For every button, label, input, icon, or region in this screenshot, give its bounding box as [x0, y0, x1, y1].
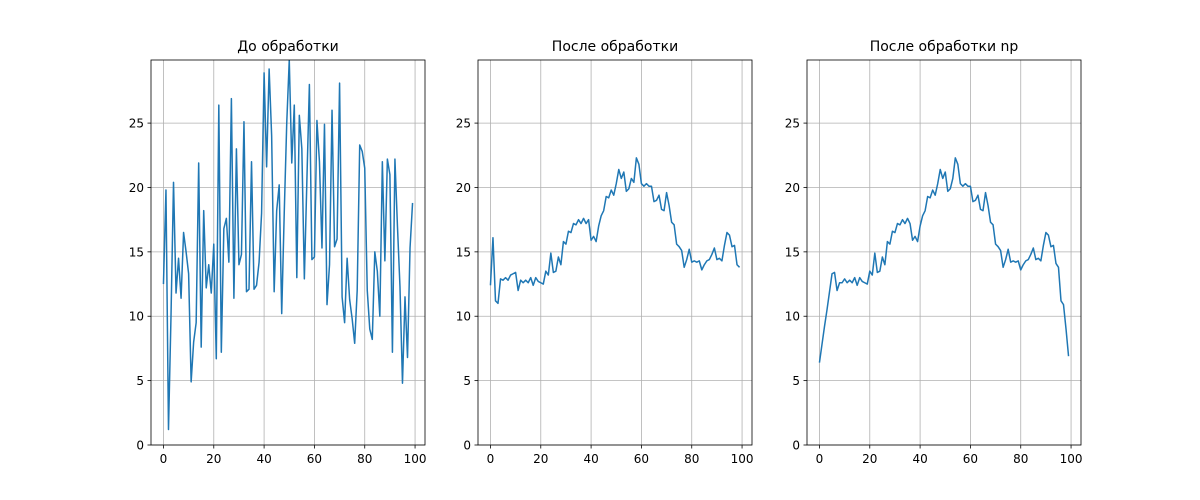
subplot: 0 20 40 60 80 100 0 5 10 15 20 25 После обработки — [456, 39, 754, 466]
x-tick-label: 40 — [256, 452, 271, 466]
y-tick-label: 20 — [129, 181, 144, 195]
x-tick-label: 0 — [816, 452, 824, 466]
y-tick-label: 15 — [785, 245, 800, 259]
y-tick-label: 0 — [136, 439, 144, 453]
axes-frame — [150, 59, 426, 446]
y-tick-label: 25 — [456, 117, 471, 131]
data-line — [818, 157, 1070, 363]
x-tick-label: 40 — [583, 452, 598, 466]
chart-title: После обработки np — [870, 39, 1019, 55]
x-tick-label: 80 — [684, 452, 699, 466]
x-tick-label: 80 — [1013, 452, 1028, 466]
subplot: 0 20 40 60 80 100 0 5 10 15 20 25 До обработки — [129, 39, 427, 466]
y-tick-label: 25 — [785, 117, 800, 131]
x-tick-label: 100 — [1060, 452, 1083, 466]
x-tick-label: 60 — [634, 452, 649, 466]
x-tick-label: 20 — [862, 452, 877, 466]
chart-title: После обработки — [552, 39, 678, 55]
x-tick-label: 100 — [404, 452, 427, 466]
x-tick-label: 60 — [963, 452, 978, 466]
x-tick-label: 20 — [533, 452, 548, 466]
data-line — [489, 157, 741, 305]
y-tick-label: 0 — [792, 439, 800, 453]
x-tick-label: 0 — [160, 452, 168, 466]
x-tick-label: 40 — [912, 452, 927, 466]
data-line — [162, 60, 414, 431]
x-tick-label: 60 — [307, 452, 322, 466]
y-tick-label: 10 — [456, 310, 471, 324]
axes-frame — [806, 59, 1082, 446]
chart-title: До обработки — [237, 39, 339, 55]
y-tick-label: 15 — [129, 245, 144, 259]
y-tick-label: 10 — [129, 310, 144, 324]
y-tick-label: 5 — [136, 374, 144, 388]
y-tick-label: 20 — [785, 181, 800, 195]
subplot: 0 20 40 60 80 100 0 5 10 15 20 25 После обработки np — [785, 39, 1083, 466]
y-tick-label: 20 — [456, 181, 471, 195]
x-tick-label: 0 — [487, 452, 495, 466]
y-tick-label: 5 — [792, 374, 800, 388]
x-tick-label: 80 — [357, 452, 372, 466]
x-tick-label: 20 — [206, 452, 221, 466]
axes-frame — [477, 59, 753, 446]
y-tick-label: 25 — [129, 117, 144, 131]
x-tick-label: 100 — [731, 452, 754, 466]
y-tick-label: 0 — [463, 439, 471, 453]
y-tick-label: 10 — [785, 310, 800, 324]
y-tick-label: 15 — [456, 245, 471, 259]
y-tick-label: 5 — [463, 374, 471, 388]
